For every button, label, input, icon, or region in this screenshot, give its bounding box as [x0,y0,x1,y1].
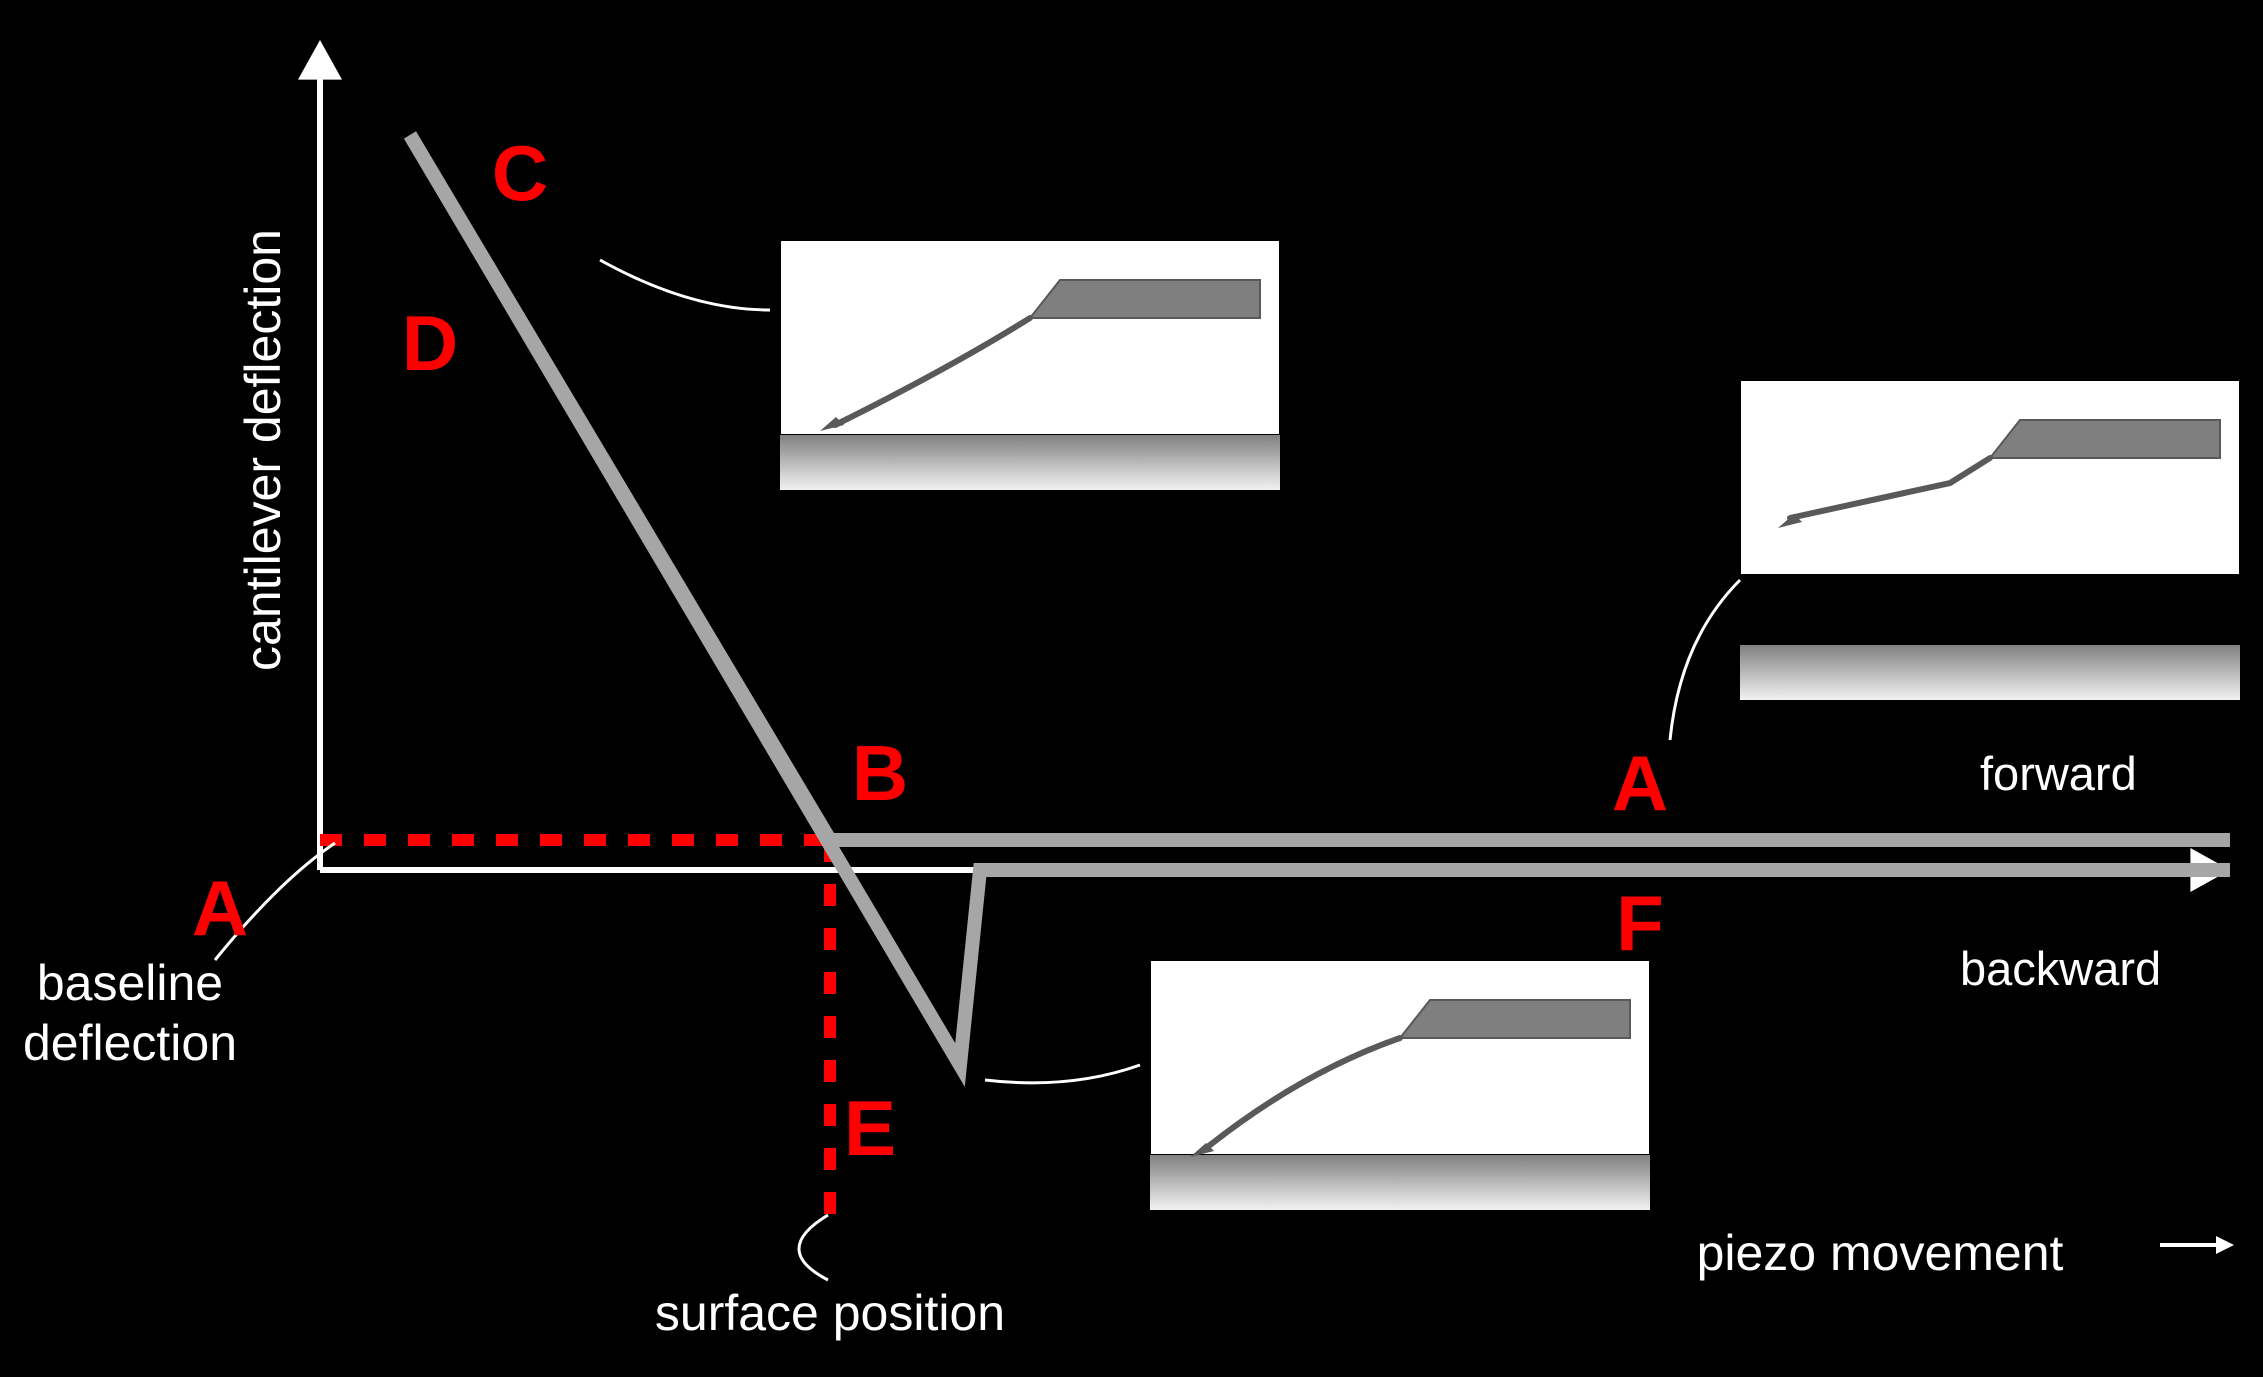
inset-c [780,240,1280,490]
forward-label: forward [1980,747,2137,800]
inset-a-cantilever-body [1990,420,2220,458]
baseline-label-2: deflection [23,1015,237,1071]
inset-c-cantilever-body [1030,280,1260,318]
x-axis-label: piezo movement [1697,1225,2064,1281]
inset-a-substrate [1740,645,2240,700]
y-axis-label: cantilever deflection [235,229,291,671]
point-label-a-left: A [192,864,248,952]
inset-c-box [780,240,1280,435]
backward-label: backward [1960,942,2161,995]
inset-c-substrate [780,435,1280,490]
point-label-e: E [844,1084,896,1172]
point-label-d: D [402,299,458,387]
point-label-a-right: A [1612,739,1668,827]
inset-e-substrate [1150,1155,1650,1210]
surface-position-label: surface position [655,1285,1005,1341]
inset-e [1150,960,1650,1210]
inset-a [1740,380,2240,700]
inset-a-box [1740,380,2240,575]
point-label-f: F [1616,879,1664,967]
point-label-b: B [852,729,908,817]
baseline-label-1: baseline [37,955,223,1011]
inset-e-box [1150,960,1650,1155]
point-label-c: C [492,129,548,217]
inset-e-cantilever-body [1400,1000,1630,1038]
